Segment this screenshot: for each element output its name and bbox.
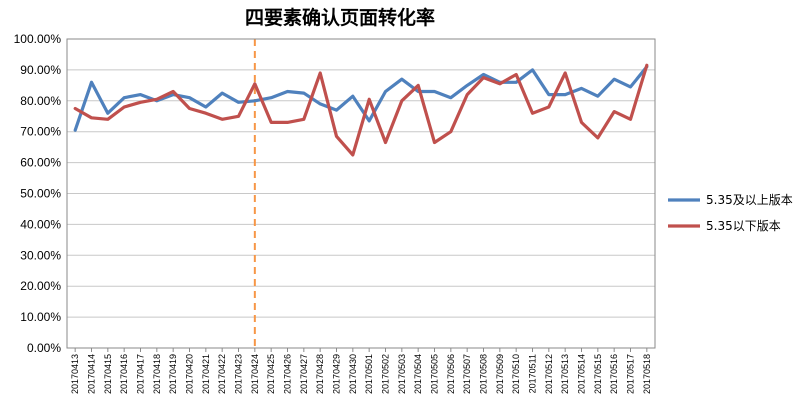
plot-frame — [66, 38, 656, 349]
x-tick-label: 20170421 — [201, 354, 211, 394]
y-tick-label: 10.00% — [20, 310, 61, 324]
series-line-1 — [73, 65, 649, 132]
x-tick-label: 20170425 — [266, 354, 276, 394]
x-tick-label: 20170424 — [250, 354, 260, 394]
x-tick-label: 20170419 — [168, 354, 178, 394]
x-tick-label: 20170503 — [397, 354, 407, 394]
x-tick-label: 20170414 — [87, 354, 97, 394]
x-tick-label: 20170517 — [626, 354, 636, 394]
x-tick-label: 20170505 — [430, 354, 440, 394]
chart-title: 四要素确认页面转化率 — [245, 6, 435, 29]
x-tick-label: 20170501 — [364, 354, 374, 394]
x-tick-label: 20170415 — [103, 354, 113, 394]
x-tick-label: 20170416 — [119, 354, 129, 394]
y-tick-label: 40.00% — [20, 217, 61, 231]
x-tick-label: 20170423 — [234, 354, 244, 394]
series-line-2 — [73, 63, 649, 157]
x-tick-label: 20170422 — [217, 354, 227, 394]
x-tick-label: 20170426 — [283, 354, 293, 394]
y-tick-label: 0.00% — [27, 341, 61, 355]
x-tick-label: 20170508 — [479, 354, 489, 394]
x-tick-label: 20170427 — [299, 354, 309, 394]
x-tick-label: 20170417 — [136, 354, 146, 394]
x-tick-label: 20170510 — [511, 354, 521, 394]
y-tick-label: 20.00% — [20, 279, 61, 293]
x-tick-label: 20170506 — [446, 354, 456, 394]
x-tick-label: 20170511 — [528, 354, 538, 393]
x-tick-label: 20170512 — [544, 354, 554, 394]
x-tick-label: 20170515 — [593, 354, 603, 394]
y-tick-label: 30.00% — [20, 248, 61, 262]
y-tick-label: 80.00% — [20, 94, 61, 108]
x-tick-label: 20170429 — [332, 354, 342, 394]
y-axis-ticks: 0.00% 10.00% 20.00% 30.00% 40.00% 50.00% 60.00… — [14, 32, 62, 355]
y-tick-label: 100.00% — [14, 32, 62, 46]
series-lines — [73, 63, 649, 157]
x-tick-label: 20170509 — [495, 354, 505, 394]
y-tick-label: 70.00% — [20, 125, 61, 139]
x-tick-label: 20170518 — [642, 354, 652, 394]
x-tick-label: 20170430 — [348, 354, 358, 394]
legend-label: 5.35以下版本 — [706, 219, 781, 233]
x-tick-label: 20170420 — [185, 354, 195, 394]
x-tick-label: 20170418 — [152, 354, 162, 394]
y-tick-label: 60.00% — [20, 156, 61, 170]
x-tick-label: 20170428 — [315, 354, 325, 394]
y-tick-label: 50.00% — [20, 187, 61, 201]
x-tick-label: 20170413 — [70, 354, 80, 394]
x-tick-label: 20170514 — [577, 354, 587, 394]
x-tick-label: 20170504 — [413, 354, 423, 394]
x-tick-label: 20170516 — [609, 354, 619, 394]
legend-label: 5.35及以上版本 — [706, 193, 793, 207]
legend: 5.35及以上版本 5.35以下版本 — [668, 193, 793, 233]
x-tick-label: 20170513 — [560, 354, 570, 394]
x-tick-label: 20170502 — [381, 354, 391, 394]
x-tick-label: 20170507 — [462, 354, 472, 394]
x-axis-ticks: 20170413 20170414 20170415 20170416 20170417… — [70, 348, 652, 394]
y-tick-label: 90.00% — [20, 63, 61, 77]
grid-lines — [67, 38, 655, 349]
